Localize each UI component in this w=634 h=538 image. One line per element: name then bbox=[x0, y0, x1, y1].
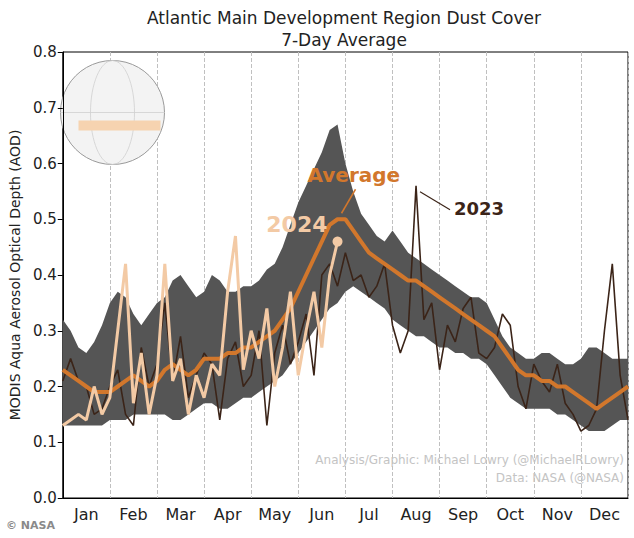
svg-text:0.7: 0.7 bbox=[33, 99, 57, 117]
svg-text:2023: 2023 bbox=[454, 198, 504, 219]
svg-text:Aug: Aug bbox=[400, 505, 431, 524]
svg-text:2024: 2024 bbox=[266, 212, 327, 237]
svg-text:0.8: 0.8 bbox=[33, 43, 57, 61]
svg-text:0.3: 0.3 bbox=[33, 322, 57, 340]
svg-text:0.6: 0.6 bbox=[33, 155, 57, 173]
svg-text:Average: Average bbox=[308, 163, 401, 187]
svg-text:0.1: 0.1 bbox=[33, 433, 57, 451]
svg-text:Data: NASA (@NASA): Data: NASA (@NASA) bbox=[496, 471, 624, 485]
svg-text:Atlantic Main Development Regi: Atlantic Main Development Region Dust Co… bbox=[147, 8, 541, 28]
svg-text:Jan: Jan bbox=[73, 505, 99, 524]
svg-text:Dec: Dec bbox=[589, 505, 620, 524]
svg-text:Mar: Mar bbox=[165, 505, 196, 524]
svg-text:0.4: 0.4 bbox=[33, 266, 57, 284]
svg-text:May: May bbox=[258, 505, 291, 524]
svg-text:Oct: Oct bbox=[496, 505, 524, 524]
svg-text:Sep: Sep bbox=[448, 505, 478, 524]
svg-text:Nov: Nov bbox=[542, 505, 573, 524]
svg-text:© NASA: © NASA bbox=[6, 519, 55, 532]
svg-text:Analysis/Graphic: Michael Lowr: Analysis/Graphic: Michael Lowry (@Michae… bbox=[315, 453, 624, 467]
svg-text:Jun: Jun bbox=[308, 505, 334, 524]
svg-text:0.5: 0.5 bbox=[33, 210, 57, 228]
svg-text:0.0: 0.0 bbox=[33, 489, 57, 507]
svg-text:Feb: Feb bbox=[119, 505, 147, 524]
svg-text:MODIS Aqua Aerosol Optical Dep: MODIS Aqua Aerosol Optical Depth (AOD) bbox=[7, 130, 23, 421]
svg-text:7-Day Average: 7-Day Average bbox=[281, 30, 407, 50]
svg-text:Jul: Jul bbox=[358, 505, 378, 524]
svg-text:Apr: Apr bbox=[214, 505, 242, 524]
svg-text:0.2: 0.2 bbox=[33, 378, 57, 396]
